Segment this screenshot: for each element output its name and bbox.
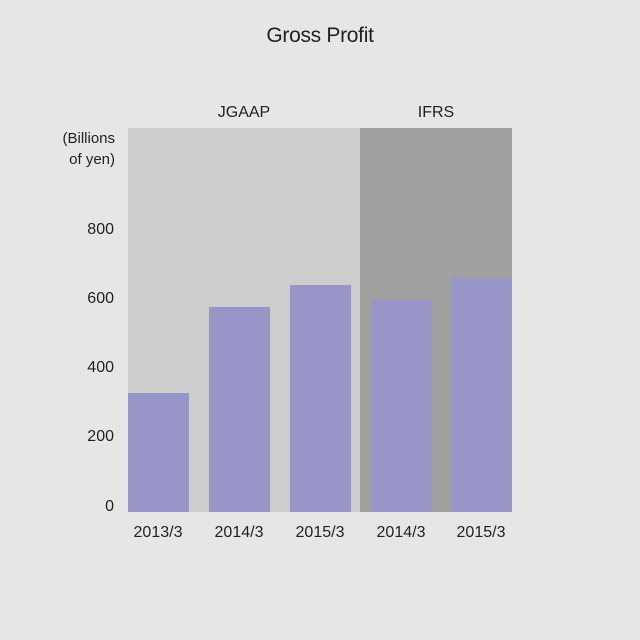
y-tick-0: 0: [105, 498, 114, 515]
bar-2014-3-ifrs: [371, 299, 432, 512]
y-tick-400: 400: [87, 359, 114, 376]
unit-line-1: (Billions: [62, 130, 115, 147]
bar-2015-3-jgaap: [290, 285, 351, 512]
x-tick-2014-3-ifrs: 2014/3: [376, 524, 426, 541]
bar-2015-3-ifrs: [451, 277, 512, 512]
x-tick-2014-3-jgaap: 2014/3: [214, 524, 264, 541]
bar-2013-3-jgaap: [128, 393, 189, 512]
region-label-jgaap: JGAAP: [217, 104, 271, 121]
chart-title: Gross Profit: [266, 24, 374, 47]
y-tick-800: 800: [87, 221, 114, 238]
y-tick-200: 200: [87, 428, 114, 445]
y-axis-unit-label: (Billions of yen): [40, 128, 115, 170]
y-tick-600: 600: [87, 290, 114, 307]
region-label-ifrs: IFRS: [417, 104, 455, 121]
x-tick-2015-3-jgaap: 2015/3: [295, 524, 345, 541]
x-tick-2015-3-ifrs: 2015/3: [456, 524, 506, 541]
bar-2014-3-jgaap: [209, 306, 270, 512]
unit-line-2: of yen): [69, 151, 115, 168]
x-tick-2013-3-jgaap: 2013/3: [133, 524, 183, 541]
